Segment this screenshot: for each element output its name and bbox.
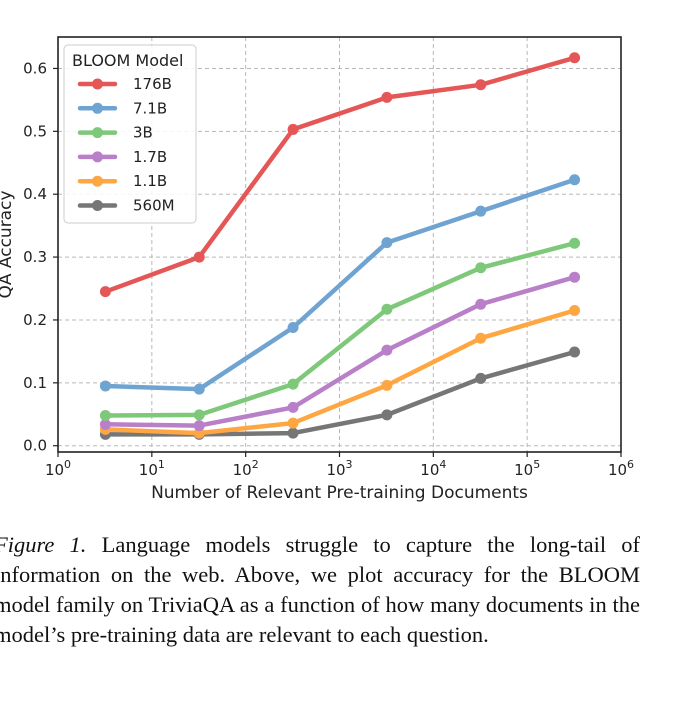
data-point (569, 237, 581, 249)
legend-marker-1.1B (92, 175, 103, 187)
data-point (287, 427, 299, 439)
legend-marker-3B (92, 127, 103, 139)
series-line-176B (103, 55, 577, 294)
legend: BLOOM Model 176B 7.1B 3B 1.7B 1.1B 560M (63, 44, 197, 224)
data-point (381, 344, 393, 356)
data-point (475, 372, 487, 384)
data-point (569, 271, 581, 283)
data-point (193, 420, 205, 432)
x-tick-label: 104 (420, 458, 446, 479)
legend-label-1.7B: 1.7B (133, 148, 167, 166)
x-tick-label: 101 (139, 458, 165, 479)
legend-marker-7.1B (92, 102, 103, 114)
data-point (287, 322, 299, 333)
data-point (475, 79, 487, 91)
x-axis-label: Number of Relevant Pre-training Document… (151, 483, 528, 503)
legend-label-176B: 176B (133, 75, 172, 93)
y-tick-label: 0.5 (23, 122, 47, 140)
accuracy-line-chart: 100 101 102 103 104 105 106 0.0 0.1 0.2 0.3 0.4 0.5 0… (0, 36, 634, 503)
y-tick-label: 0.0 (23, 437, 47, 455)
data-point (287, 417, 299, 429)
data-point (99, 410, 111, 422)
data-point (381, 91, 393, 103)
y-tick-label: 0.6 (23, 59, 47, 77)
figure-caption: Figure 1. Language models struggle to ca… (0, 530, 640, 650)
legend-marker-176B (92, 78, 103, 90)
data-point (569, 305, 581, 317)
legend-label-7.1B: 7.1B (133, 99, 167, 117)
data-point (99, 418, 111, 430)
figure-label: Figure 1. (0, 532, 87, 557)
data-point (475, 298, 487, 310)
legend-label-560M: 560M (133, 197, 175, 215)
y-tick-label: 0.3 (23, 248, 47, 266)
x-tick-label: 100 (45, 458, 71, 479)
data-point (287, 378, 299, 390)
data-point (475, 205, 487, 217)
x-tick-label: 102 (233, 458, 259, 479)
series-line-3B (103, 240, 577, 418)
legend-marker-1.7B (92, 151, 103, 163)
y-tick-label: 0.2 (23, 311, 47, 329)
series-line-1.7B (103, 274, 577, 428)
data-point (381, 409, 393, 421)
legend-label-1.1B: 1.1B (133, 172, 167, 190)
series-group (99, 52, 581, 440)
data-point (193, 427, 205, 439)
data-point (569, 346, 581, 358)
data-point (569, 174, 581, 186)
caption-text: Language models struggle to capture the … (0, 532, 641, 647)
legend-title: BLOOM Model (72, 51, 183, 70)
y-axis-label: QA Accuracy (0, 190, 16, 298)
data-point (381, 237, 393, 249)
data-point (193, 251, 205, 263)
data-point (287, 401, 299, 413)
x-tick-label: 103 (326, 458, 352, 479)
series-line-7.1B (103, 177, 577, 392)
axis-ticks: 100 101 102 103 104 105 106 0.0 0.1 0.2 0.3 0.4 0.5 0… (23, 59, 634, 479)
data-point (381, 379, 393, 391)
legend-label-3B: 3B (133, 124, 153, 142)
data-point (99, 286, 111, 298)
series-line-1.1B (103, 308, 577, 436)
data-point (381, 303, 393, 315)
data-point (193, 409, 205, 421)
data-point (569, 52, 581, 64)
data-point (99, 380, 111, 392)
y-tick-label: 0.1 (23, 374, 47, 392)
series-line-560M (103, 349, 577, 437)
legend-marker-560M (92, 200, 103, 211)
x-tick-label: 105 (514, 458, 540, 479)
data-point (287, 123, 299, 135)
y-tick-label: 0.4 (23, 185, 47, 203)
x-tick-label: 106 (608, 458, 634, 479)
data-point (193, 383, 205, 395)
data-point (475, 332, 487, 344)
data-point (475, 262, 487, 274)
